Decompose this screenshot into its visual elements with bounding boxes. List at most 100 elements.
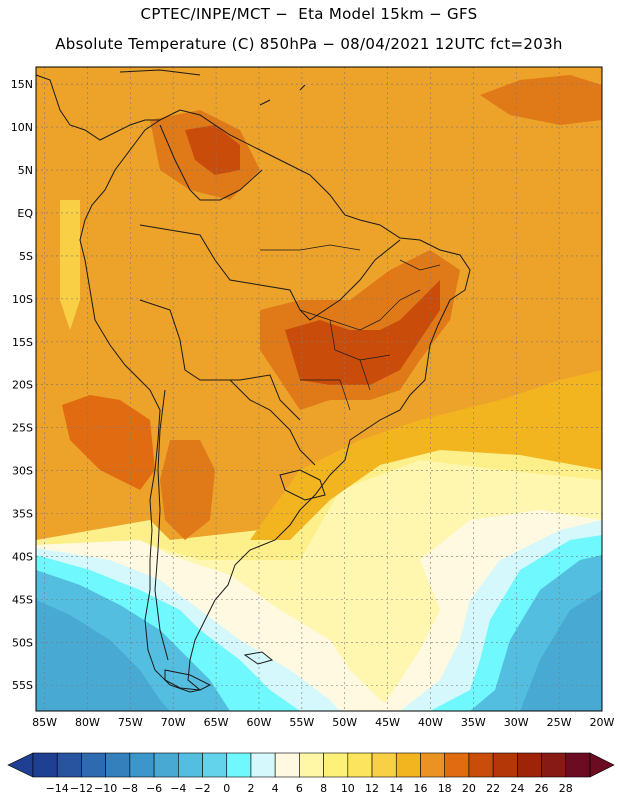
lat-tick-label: 25S (12, 422, 33, 435)
colorbar-label: −4 (170, 782, 186, 795)
country-borders (35, 69, 471, 693)
lat-tick-label: 10N (11, 121, 33, 134)
colorbar-swatch (250, 752, 276, 778)
temperature-map: 15N 10N 5N EQ 5S 10S 15S 20S 25S 30S 35S 40S 45S 50S 5… (11, 66, 615, 729)
colorbar-label: 16 (413, 782, 427, 795)
lat-tick-label: 50S (12, 636, 33, 649)
lat-tick-label: 5N (18, 164, 33, 177)
colorbar-swatch (129, 752, 155, 778)
colorbar-label: 0 (223, 782, 230, 795)
lon-tick-label: 55W (289, 716, 314, 729)
lon-tick-label: 85W (32, 716, 57, 729)
colorbar-label: 6 (296, 782, 303, 795)
falkland-islands (243, 651, 274, 665)
colorbar-label: −2 (194, 782, 210, 795)
colorbar-label: −6 (146, 782, 162, 795)
colorbar-swatch (105, 752, 131, 778)
colorbar-swatch (395, 752, 421, 778)
lon-tick-label: 60W (247, 716, 272, 729)
colorbar-swatch (56, 752, 82, 778)
border-venezuela-colombia (159, 124, 263, 201)
colorbar-swatch (81, 752, 106, 778)
lat-tick-label: 15N (11, 78, 33, 91)
lon-tick-label: 75W (118, 716, 143, 729)
temp-band-blue-east (520, 590, 602, 711)
lat-tick-label: 40S (12, 550, 33, 563)
south-america-coastline (79, 109, 471, 693)
colorbar-swatch (347, 752, 373, 778)
temp-band-orange-sw (62, 395, 155, 490)
lat-tick-label: 30S (12, 465, 33, 478)
temp-band-orange-ne (480, 75, 602, 125)
colorbar-swatch (202, 752, 228, 778)
colorbar-label: 24 (510, 782, 524, 795)
colorbar-labels: −14 −12 −10 −8 −6 −4 −2 0 2 4 6 8 10 12 14 16 18 20 22 24 26… (46, 782, 573, 795)
colorbar-label: −12 (70, 782, 93, 795)
border-amazon (139, 224, 401, 321)
colorbar-swatch (468, 752, 494, 778)
lat-tick-label: 45S (12, 593, 33, 606)
lon-tick-label: 35W (461, 716, 486, 729)
colorbar-swatch (565, 752, 591, 778)
brazil-states (260, 244, 441, 411)
colorbar-label: 2 (247, 782, 254, 795)
caribbean-islands (119, 69, 306, 106)
colorbar-arrow-left (7, 752, 34, 778)
colorbar-label: 20 (462, 782, 476, 795)
colorbar-label: 12 (365, 782, 379, 795)
colorbar-swatch (517, 752, 542, 778)
border-uruguay (279, 469, 326, 501)
colorbar: −14 −12 −10 −8 −6 −4 −2 0 2 4 6 8 10 12 14 16 18 20 22 24 26… (7, 752, 615, 795)
lat-tick-label: 5S (19, 250, 33, 263)
colorbar-label: 4 (272, 782, 279, 795)
central-america-coast (35, 74, 160, 141)
lat-tick-label: 55S (12, 679, 33, 692)
colorbar-label: 14 (389, 782, 403, 795)
temp-band-orange-andes (160, 440, 215, 540)
colorbar-label: 26 (535, 782, 549, 795)
lon-tick-label: 30W (504, 716, 529, 729)
latitude-labels: 15N 10N 5N EQ 5S 10S 15S 20S 25S 30S 35S 40S 45S 50S 5… (11, 78, 34, 692)
lat-tick-label: EQ (17, 207, 33, 220)
border-peru-bolivia (139, 299, 301, 421)
lon-tick-label: 40W (418, 716, 443, 729)
title-line-1: CPTEC/INPE/MCT − Eta Model 15km − GFS (140, 5, 478, 23)
colorbar-swatch (299, 752, 324, 778)
lat-tick-label: 15S (12, 336, 33, 349)
lat-tick-label: 35S (12, 508, 33, 521)
lat-tick-label: 10S (12, 293, 33, 306)
temp-band-red-central (285, 280, 440, 385)
colorbar-swatch (323, 752, 349, 778)
tierra-del-fuego (164, 669, 212, 691)
colorbar-label: −14 (46, 782, 69, 795)
colorbar-swatch (420, 752, 445, 778)
colorbar-swatch (32, 752, 58, 778)
colorbar-swatch (226, 752, 252, 778)
colorbar-label: −8 (122, 782, 138, 795)
temperature-field (36, 67, 602, 711)
colorbar-label: 10 (341, 782, 355, 795)
temp-band-yellow-orange (250, 370, 602, 540)
lon-tick-label: 20W (590, 716, 615, 729)
lon-tick-label: 50W (332, 716, 357, 729)
map-frame (35, 66, 603, 712)
lon-tick-label: 45W (375, 716, 400, 729)
temp-band-red-north (185, 125, 240, 175)
colorbar-arrow-right (589, 752, 615, 778)
lon-tick-label: 65W (204, 716, 229, 729)
border-chile-argentina (154, 389, 169, 661)
lon-tick-label: 25W (547, 716, 572, 729)
colorbar-swatch (178, 752, 203, 778)
colorbar-label: 22 (486, 782, 500, 795)
colorbar-swatch (274, 752, 300, 778)
colorbar-swatch (153, 752, 179, 778)
longitude-labels: 85W 80W 75W 70W 65W 60W 55W 50W 45W 40W 35W 30W 25W 2… (32, 716, 614, 729)
colorbar-swatch (541, 752, 567, 778)
lon-tick-label: 80W (75, 716, 100, 729)
temp-band-yellow-andes (60, 200, 80, 330)
colorbar-label: −10 (94, 782, 117, 795)
colorbar-label: 18 (438, 782, 452, 795)
title-line-2: Absolute Temperature (C) 850hPa − 08/04/… (55, 35, 563, 53)
temp-band-blue (36, 600, 170, 711)
border-paraguay (229, 379, 316, 466)
